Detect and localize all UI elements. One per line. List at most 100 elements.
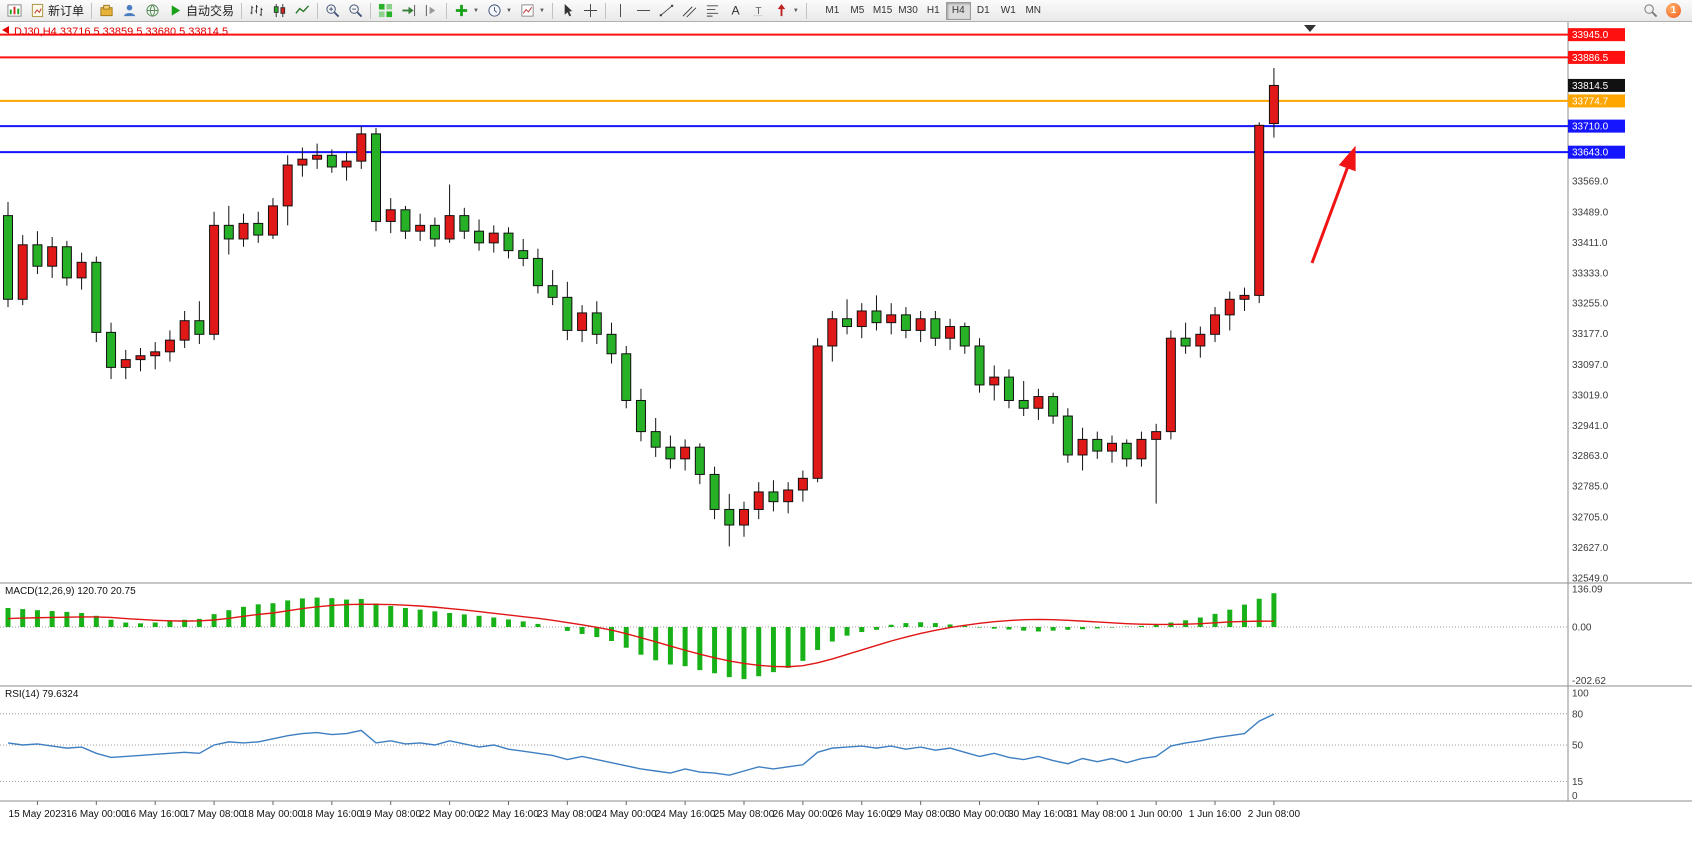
timeframe-button-h1[interactable]: H1	[921, 2, 946, 20]
candle	[518, 238, 529, 267]
bar-chart-button[interactable]	[245, 1, 268, 21]
candlestick-chart-button[interactable]	[268, 1, 291, 21]
indicators-plus-icon	[454, 3, 469, 18]
template-icon	[520, 3, 535, 18]
line-chart-icon	[295, 3, 310, 18]
current-price-label: 33814.5	[1572, 81, 1609, 92]
candle	[739, 501, 749, 537]
profile-button[interactable]	[118, 1, 141, 21]
candle	[356, 126, 367, 169]
candle	[120, 349, 131, 380]
time-axis-label: 18 May 00:00	[243, 809, 304, 820]
new-chart-button[interactable]	[3, 1, 26, 21]
label-button[interactable]: T	[747, 1, 770, 21]
chart-shift-marker-icon[interactable]	[1304, 25, 1316, 32]
candle	[827, 310, 838, 362]
candle	[650, 417, 661, 457]
timeframe-button-m5[interactable]: M5	[845, 2, 870, 20]
new-chart-icon	[7, 3, 22, 18]
level-price-badge	[1568, 145, 1625, 159]
level-price-badge	[1568, 119, 1625, 133]
timeframe-button-w1[interactable]: W1	[996, 2, 1021, 20]
price-axis-label: 32549.0	[1572, 573, 1609, 584]
market-button[interactable]	[141, 1, 164, 21]
periods-button[interactable]: ▼	[483, 1, 516, 21]
candle	[1136, 431, 1147, 467]
level-price-badge	[1568, 50, 1625, 64]
price-axis-label: 32705.0	[1572, 513, 1609, 524]
toolbar-separator	[604, 2, 606, 19]
new-order-button[interactable]: 新订单	[26, 1, 88, 21]
templates-button[interactable]: ▼	[516, 1, 549, 21]
auto-scroll-button[interactable]	[397, 1, 420, 21]
candle	[444, 184, 455, 243]
trendline-button[interactable]	[655, 1, 678, 21]
chart-canvas[interactable]: 33945.0 33886.5 33774.7 33710.0 33643.0 33569…	[0, 22, 1692, 864]
channel-button[interactable]	[678, 1, 701, 21]
horizontal-line-button[interactable]	[632, 1, 655, 21]
toolbar-separator	[370, 2, 372, 19]
indicators-button[interactable]: ▼	[450, 1, 483, 21]
arrows-button[interactable]: ▼	[770, 1, 803, 21]
timeframe-button-m1[interactable]: M1	[820, 2, 845, 20]
zoom-in-button[interactable]	[321, 1, 344, 21]
time-axis-label: 17 May 08:00	[184, 809, 245, 820]
candle	[179, 310, 190, 348]
price-axis-label: 33255.0	[1572, 299, 1609, 310]
tile-windows-button[interactable]	[374, 1, 397, 21]
price-axis-label: 32785.0	[1572, 482, 1609, 493]
candle	[871, 295, 882, 331]
candle	[1107, 435, 1117, 463]
candle	[856, 303, 867, 339]
price-axis-label: 33569.0	[1572, 176, 1609, 187]
time-axis-label: 26 May 16:00	[831, 809, 892, 820]
line-chart-button[interactable]	[291, 1, 314, 21]
label-icon: T	[751, 3, 766, 18]
timeframe-button-mn[interactable]: MN	[1021, 2, 1046, 20]
depth-of-market-button[interactable]	[95, 1, 118, 21]
time-axis-label: 22 May 16:00	[478, 809, 539, 820]
candle	[503, 227, 514, 259]
time-axis-label: 24 May 00:00	[596, 809, 657, 820]
timeframe-button-m30[interactable]: M30	[895, 2, 920, 20]
trend-arrow-annotation[interactable]	[1310, 145, 1356, 264]
candle	[577, 305, 588, 343]
zoom-out-button[interactable]	[344, 1, 367, 21]
timeframe-button-d1[interactable]: D1	[971, 2, 996, 20]
toolbar-separator	[805, 2, 807, 19]
cursor-button[interactable]	[556, 1, 579, 21]
toolbar-separator	[241, 2, 243, 19]
cursor-icon	[560, 3, 575, 18]
macd-axis-label: 0.00	[1572, 623, 1592, 634]
price-axis-label: 33177.0	[1572, 329, 1609, 340]
profile-icon	[122, 3, 137, 18]
chart-shift-button[interactable]	[420, 1, 443, 21]
candle	[1224, 291, 1235, 331]
toolbar-right-group: 1	[1643, 3, 1689, 18]
candle	[1092, 431, 1103, 459]
play-icon	[168, 3, 183, 18]
trendline-icon	[659, 3, 674, 18]
time-axis-label: 1 Jun 16:00	[1189, 809, 1242, 820]
time-axis-label: 16 May 00:00	[66, 809, 127, 820]
candle	[930, 310, 941, 346]
candle	[547, 270, 558, 306]
timeframe-button-h4[interactable]: H4	[945, 1, 971, 20]
candle	[459, 207, 470, 239]
candle	[209, 211, 220, 341]
candle	[326, 149, 337, 173]
candle	[1151, 423, 1162, 504]
crosshair-button[interactable]	[579, 1, 602, 21]
text-button[interactable]: A	[724, 1, 747, 21]
candle	[1048, 392, 1059, 424]
timeframe-button-m15[interactable]: M15	[870, 2, 895, 20]
vertical-line-button[interactable]	[609, 1, 632, 21]
time-axis-label: 31 May 08:00	[1067, 809, 1128, 820]
search-icon[interactable]	[1643, 3, 1658, 18]
notification-badge[interactable]: 1	[1666, 3, 1681, 18]
level-price-badge-label: 33886.5	[1572, 53, 1609, 64]
autotrading-button[interactable]: 自动交易	[164, 1, 238, 21]
fibonacci-button[interactable]	[701, 1, 724, 21]
time-axis-label: 30 May 16:00	[1008, 809, 1069, 820]
candle	[694, 443, 705, 485]
